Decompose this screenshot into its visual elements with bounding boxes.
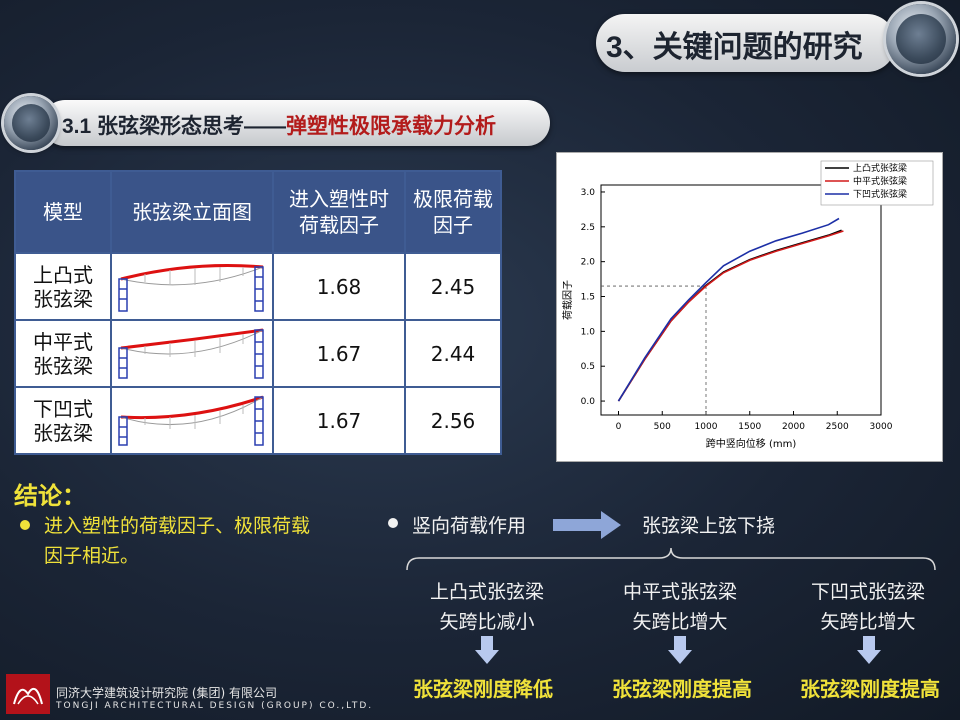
arrow-down-icon [475,636,499,664]
plastic-factor-value: 1.68 [272,252,406,321]
column-result: 张弦梁刚度降低 [413,677,553,701]
table-header-row: 模型 张弦梁立面图 进入塑性时 荷载因子 极限荷载 因子 [14,170,502,254]
x-tick-label: 2500 [826,422,849,432]
globe-icon [886,4,956,74]
x-tick-label: 1000 [695,422,718,432]
conclusion-point-1-line-1: 进入塑性的荷载因子、极限荷载 [44,515,311,537]
company-name-cn: 同济大学建筑设计研究院 (集团) 有限公司 [56,686,277,700]
y-axis-label: 荷载因子 [562,280,574,320]
conclusion-point-1: 进入塑性的荷载因子、极限荷载 因子相近。 [44,511,364,571]
model-name: 上凸式 张弦梁 [14,252,112,321]
subsection-title-highlight: 弹塑性极限承载力分析 [286,115,497,138]
legend-label: 上凸式张弦梁 [853,162,907,174]
bullet-dot [388,518,398,528]
model-comparison-table: 模型 张弦梁立面图 进入塑性时 荷载因子 极限荷载 因子 上凸式 张弦梁 1.6… [14,170,502,455]
conclusion-point-2-right: 张弦梁上弦下挠 [642,515,776,537]
subsection-title-main: 3.1 张弦梁形态思考—— [62,115,287,138]
section-header-pill [596,14,896,72]
section-title: 3、关键问题的研究 [606,31,863,64]
arrow-down-icon [857,636,881,664]
conclusion-heading: 结论： [14,482,86,510]
header-elevation: 张弦梁立面图 [110,170,274,254]
x-tick-label: 2000 [782,422,805,432]
column-name: 中平式张弦梁 [622,581,737,603]
table-row: 中平式 张弦梁 1.67 2.44 [14,319,502,388]
ultimate-factor-value: 2.44 [404,319,502,388]
ultimate-factor-value: 2.56 [404,386,502,455]
plastic-factor-value: 1.67 [272,319,406,388]
series-line-1 [617,229,842,402]
subsection-title: 3.1 张弦梁形态思考——弹塑性极限承载力分析 [62,110,496,140]
company-logo [6,674,50,714]
column-name: 下凹式张弦梁 [810,581,925,603]
subsection-header-pill [42,100,550,146]
column-flat: 中平式张弦梁 矢跨比增大 [595,577,765,637]
column-result: 张弦梁刚度提高 [800,677,940,701]
column-concave: 下凹式张弦梁 矢跨比增大 [783,577,953,637]
plot-frame [600,184,882,416]
flat-beam-diagram [118,328,264,379]
legend-label: 下凹式张弦梁 [853,188,907,200]
bullet-dot [20,520,30,530]
series-line-3 [617,217,840,402]
convex-beam-diagram [118,264,264,312]
legend-label: 中平式张弦梁 [853,175,907,187]
column-upper-convex: 上凸式张弦梁 矢跨比减小 [402,577,572,637]
column-result: 张弦梁刚度提高 [612,677,752,701]
y-tick-label: 3.0 [581,188,596,198]
bracket-divider [406,547,936,571]
chart-svg: 0 500 1000 1500 2000 2500 3000 0.0 0.5 1.0 1.5 2.0 2… [562,160,934,450]
beam-elevation-image [110,319,274,388]
conclusion-point-1-line-2: 因子相近。 [44,545,140,567]
x-axis-label: 跨中竖向位移 (mm) [706,437,797,450]
header-elevation-text: 张弦梁立面图 [132,200,252,224]
header-model-text: 模型 [43,200,83,224]
column-effect: 矢跨比增大 [632,611,728,633]
header-plastic-factor: 进入塑性时 荷载因子 [272,170,406,254]
table-row: 上凸式 张弦梁 1.68 2.45 [14,252,502,321]
conclusion-point-2-left: 竖向荷载作用 [412,515,527,537]
y-tick-label: 2.0 [581,258,596,268]
x-tick-label: 1500 [738,422,761,432]
table-row: 下凹式 张弦梁 1.67 2.56 [14,386,502,455]
y-tick-label: 2.5 [581,223,595,233]
concave-beam-diagram [118,395,264,446]
load-displacement-chart: 0 500 1000 1500 2000 2500 3000 0.0 0.5 1.0 1.5 2.0 2… [556,152,943,462]
beam-elevation-image [110,252,274,321]
plastic-factor-value: 1.67 [272,386,406,455]
header-ultimate-factor-text: 极限荷载 因子 [413,187,493,237]
beam-elevation-image [110,386,274,455]
header-model: 模型 [14,170,112,254]
x-tick-label: 0 [616,422,622,432]
x-tick-label: 500 [654,422,671,432]
y-tick-label: 0.5 [581,362,595,372]
header-ultimate-factor: 极限荷载 因子 [404,170,502,254]
y-tick-label: 1.0 [581,327,596,337]
ultimate-factor-value: 2.45 [404,252,502,321]
arrow-right-icon [553,511,621,539]
arrow-down-icon [668,636,692,664]
y-tick-label: 1.5 [581,293,595,303]
column-name: 上凸式张弦梁 [429,581,544,603]
series-line-2 [617,230,844,402]
y-tick-label: 0.0 [581,397,596,407]
column-effect: 矢跨比增大 [820,611,916,633]
model-name: 中平式 张弦梁 [14,319,112,388]
globe-icon [4,96,58,150]
header-plastic-factor-text: 进入塑性时 荷载因子 [289,187,389,237]
model-name: 下凹式 张弦梁 [14,386,112,455]
company-name-en: TONGJI ARCHITECTURAL DESIGN (GROUP) CO.,… [56,701,374,711]
column-effect: 矢跨比减小 [439,611,535,633]
x-tick-label: 3000 [870,422,893,432]
